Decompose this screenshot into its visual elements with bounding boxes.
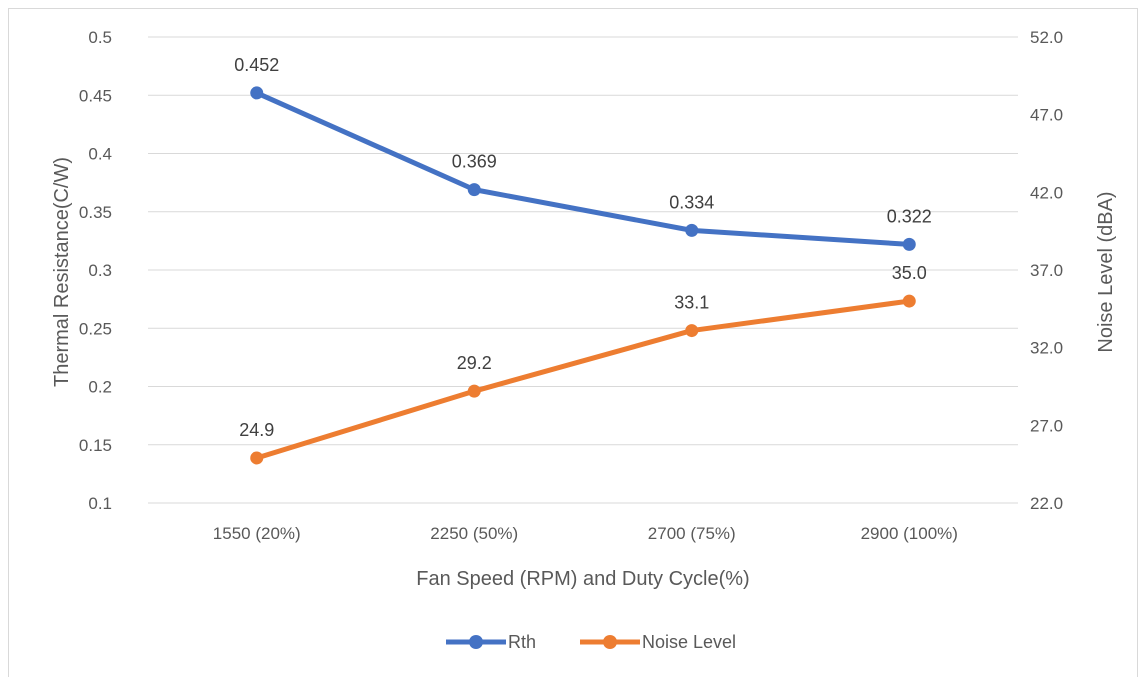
- y-tick-label: 0.45: [79, 86, 112, 105]
- x-tick-label: 2700 (75%): [648, 524, 736, 543]
- data-label: 0.334: [669, 192, 714, 212]
- y2-tick-label: 37.0: [1030, 261, 1063, 280]
- y-tick-label: 0.2: [88, 378, 112, 397]
- data-point: [467, 384, 481, 398]
- y2-tick-label: 22.0: [1030, 494, 1063, 513]
- gridlines: [148, 36, 1018, 504]
- legend-marker: [469, 635, 483, 649]
- series-line-2: [254, 298, 912, 461]
- data-point: [250, 451, 264, 465]
- legend: Rth Noise Level: [446, 632, 736, 652]
- x-tick-label: 2900 (100%): [861, 524, 958, 543]
- data-label: 33.1: [674, 293, 709, 313]
- data-point: [467, 183, 481, 197]
- y-tick-label: 0.5: [88, 28, 112, 47]
- data-label: 24.9: [239, 420, 274, 440]
- x-tick-label: 1550 (20%): [213, 524, 301, 543]
- legend-label: Rth: [508, 632, 536, 652]
- y2-tick-label: 27.0: [1030, 416, 1063, 435]
- data-point: [250, 86, 264, 100]
- chart-frame: [8, 8, 1138, 677]
- series-layer: [250, 86, 916, 465]
- x-axis-title: Fan Speed (RPM) and Duty Cycle(%): [416, 568, 749, 590]
- right-axis-title: Noise Level (dBA): [1095, 191, 1117, 352]
- y2-tick-label: 32.0: [1030, 339, 1063, 358]
- y2-tick-label: 42.0: [1030, 183, 1063, 202]
- data-labels: 0.452 0.369 0.334 0.322 24.9 29.2 33.1 35.0: [234, 55, 932, 440]
- x-axis-ticks: 1550 (20%) 2250 (50%) 2700 (75%) 2900 (100%…: [213, 524, 958, 543]
- y-tick-label: 0.4: [88, 145, 112, 164]
- y-tick-label: 0.1: [88, 494, 112, 513]
- data-label: 29.2: [457, 353, 492, 373]
- data-point: [685, 324, 699, 338]
- y2-tick-label: 52.0: [1030, 28, 1063, 47]
- series-line-1: [254, 90, 912, 247]
- data-point: [685, 223, 699, 237]
- y-tick-label: 0.3: [88, 261, 112, 280]
- data-label: 35.0: [892, 263, 927, 283]
- y-tick-label: 0.35: [79, 203, 112, 222]
- left-axis-title: Thermal Resistance(C/W): [51, 157, 73, 387]
- legend-marker: [603, 635, 617, 649]
- y-tick-label: 0.15: [79, 436, 112, 455]
- data-label: 0.322: [887, 206, 932, 226]
- left-axis-ticks: 0.1 0.15 0.2 0.25 0.3 0.35 0.4 0.45 0.5: [79, 28, 112, 513]
- x-tick-label: 2250 (50%): [430, 524, 518, 543]
- y2-tick-label: 47.0: [1030, 106, 1063, 125]
- data-point: [902, 237, 916, 251]
- right-axis-ticks: 22.0 27.0 32.0 37.0 42.0 47.0 52.0: [1030, 28, 1063, 513]
- data-point: [902, 294, 916, 308]
- data-label: 0.452: [234, 55, 279, 75]
- y-tick-label: 0.25: [79, 319, 112, 338]
- data-label: 0.369: [452, 152, 497, 172]
- legend-label: Noise Level: [642, 632, 736, 652]
